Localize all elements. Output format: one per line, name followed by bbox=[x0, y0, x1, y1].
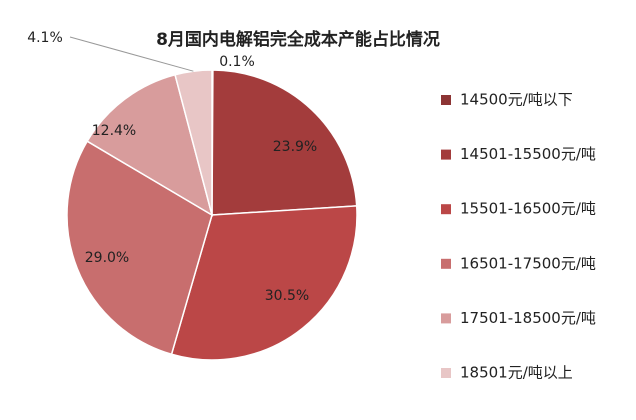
legend-swatch bbox=[441, 95, 451, 105]
pie-slice bbox=[211, 69, 358, 216]
data-label: 29.0% bbox=[85, 250, 129, 266]
legend-label: 14501-15500元/吨 bbox=[460, 145, 596, 163]
legend-label: 17501-18500元/吨 bbox=[460, 309, 596, 327]
data-label: 12.4% bbox=[92, 123, 136, 139]
legend-label: 14500元/吨以下 bbox=[460, 91, 573, 109]
data-label: 30.5% bbox=[265, 288, 309, 304]
legend-swatch bbox=[441, 258, 451, 269]
chart-title: 8月国内电解铝完全成本产能占比情况 bbox=[156, 29, 440, 50]
pie-slice bbox=[170, 205, 358, 361]
legend-label: 16501-17500元/吨 bbox=[460, 254, 596, 272]
leader-line bbox=[69, 36, 194, 72]
legend-swatch bbox=[441, 149, 451, 160]
pie-slice bbox=[66, 140, 213, 356]
data-label: 4.1% bbox=[27, 30, 63, 46]
data-label: 0.1% bbox=[219, 54, 255, 70]
pie-slice bbox=[86, 73, 214, 217]
legend-swatch bbox=[441, 204, 451, 215]
legend-label: 18501元/吨以上 bbox=[460, 364, 573, 382]
legend-swatch bbox=[441, 368, 451, 378]
legend-label: 15501-16500元/吨 bbox=[460, 200, 596, 218]
legend-swatch bbox=[441, 313, 451, 324]
data-label: 23.9% bbox=[273, 139, 317, 155]
